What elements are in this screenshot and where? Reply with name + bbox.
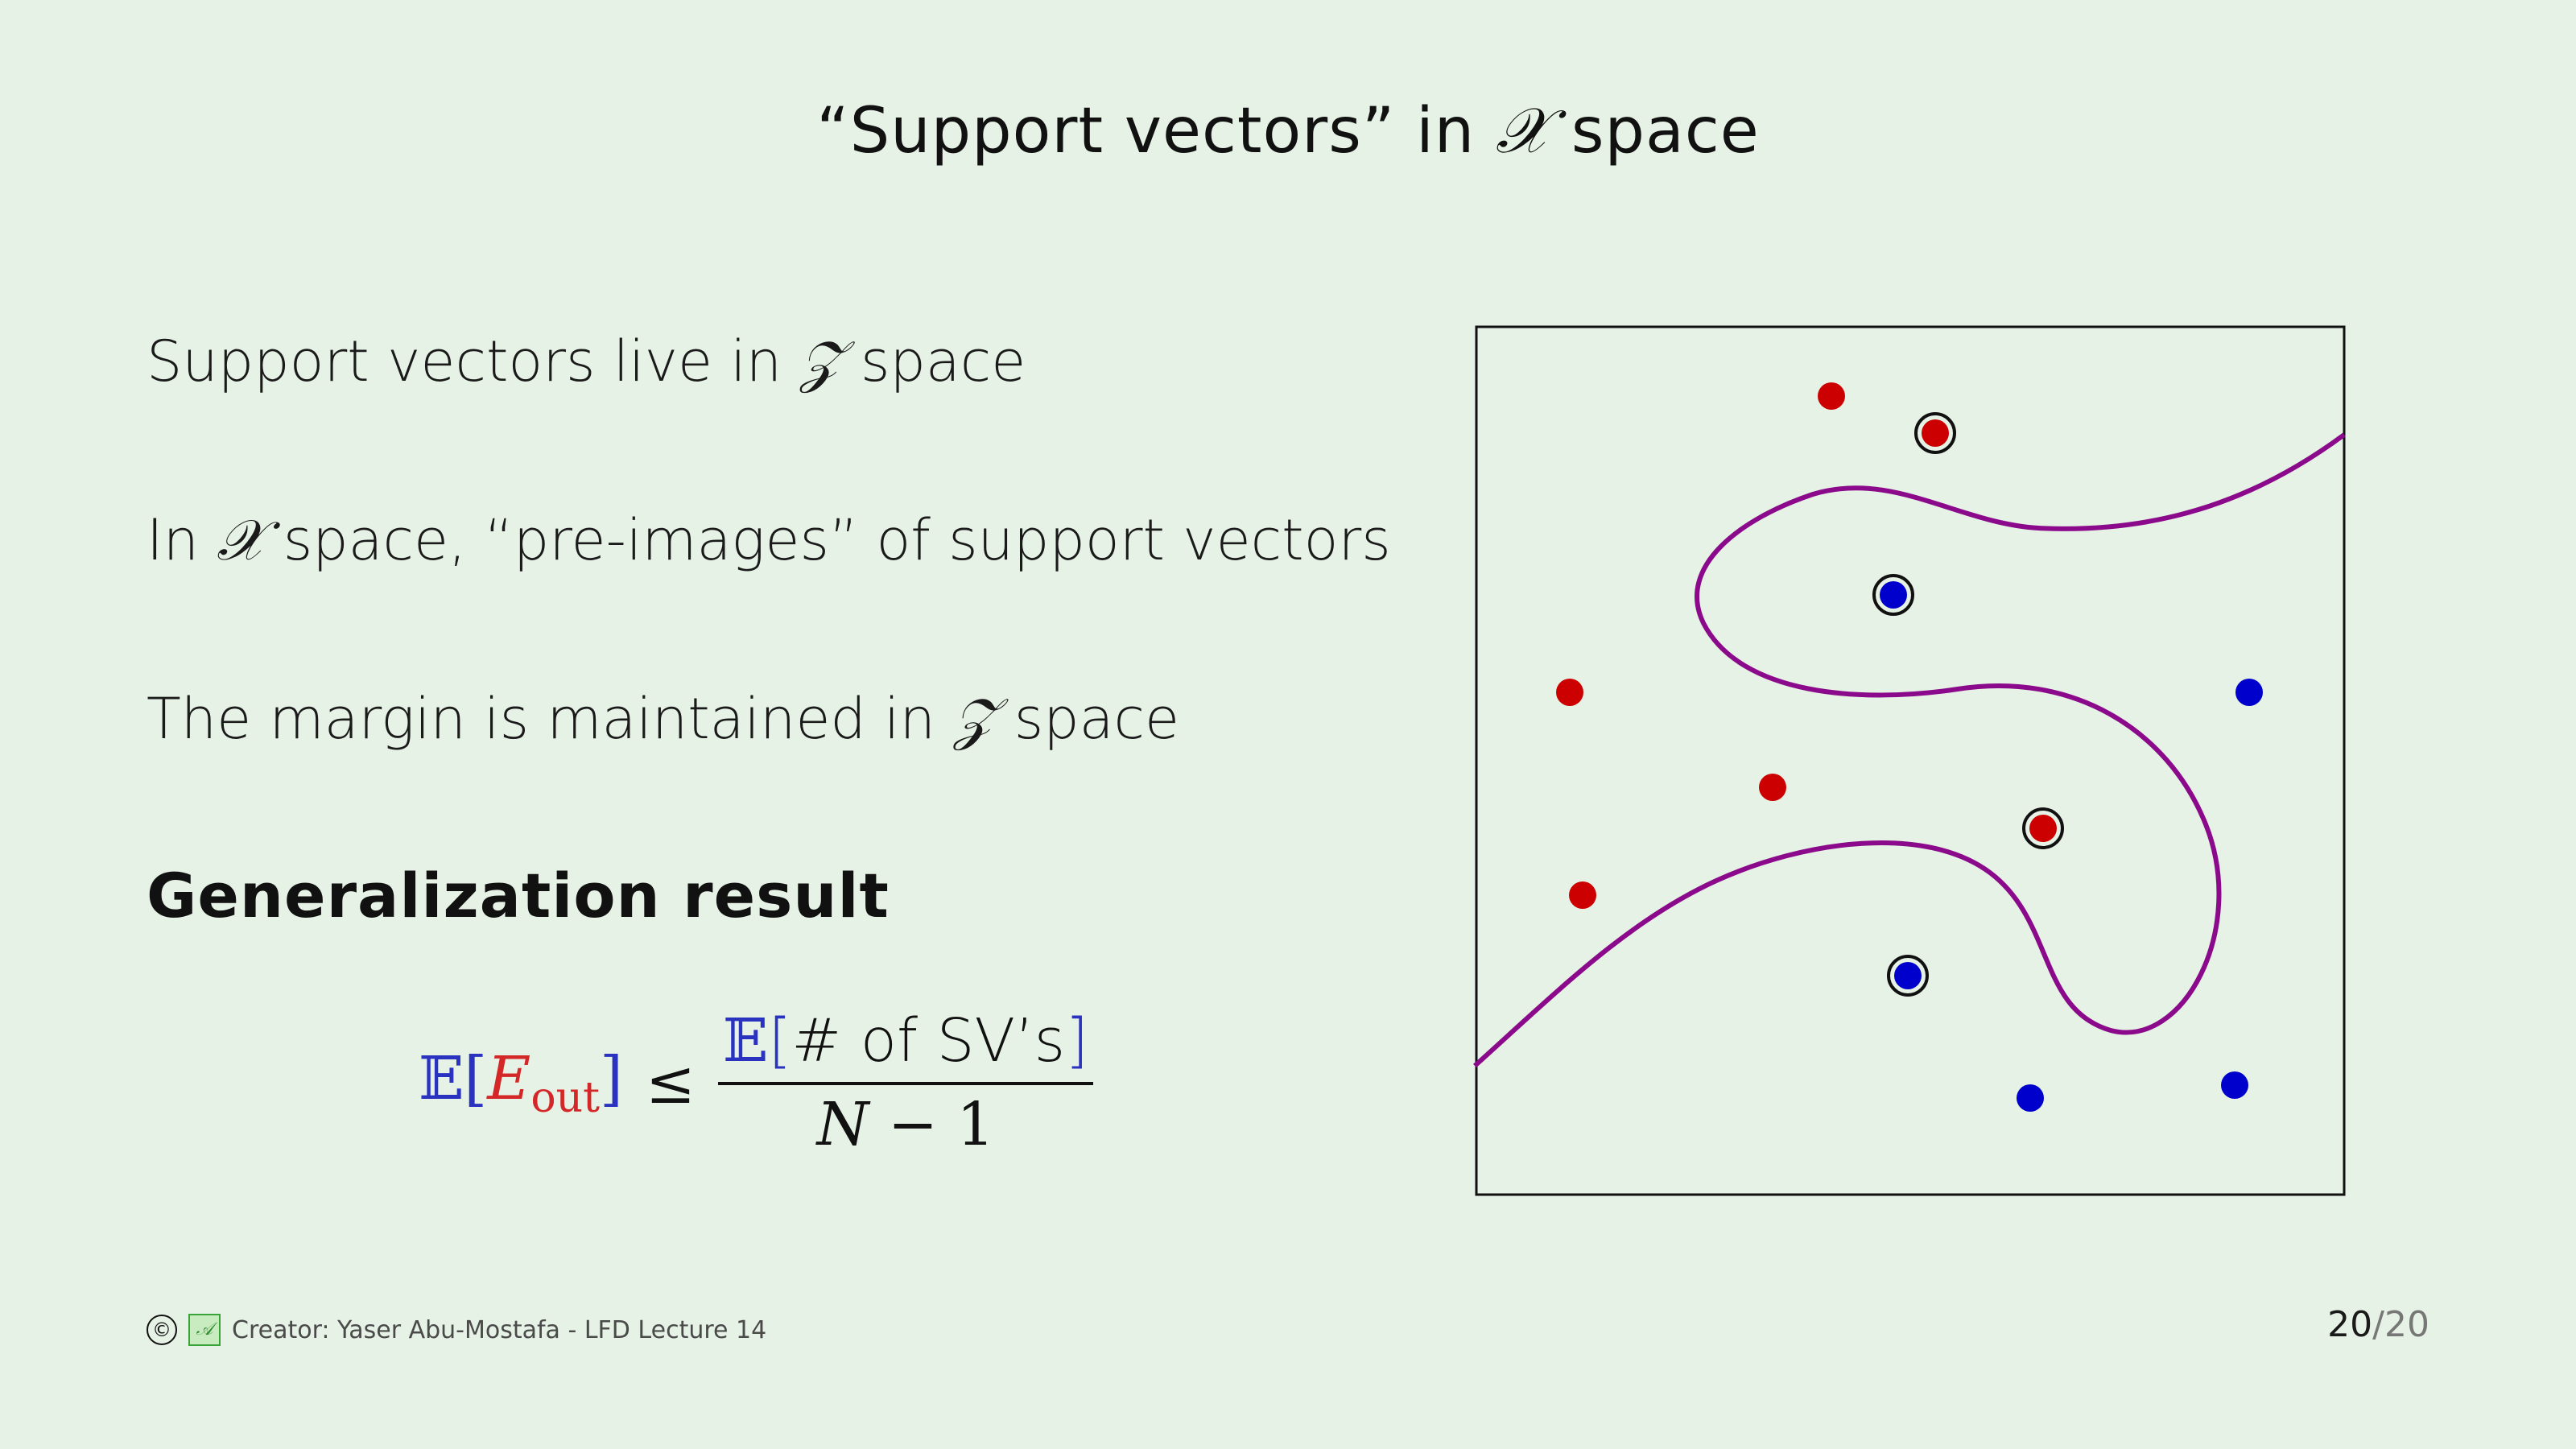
data-point-red — [1569, 881, 1596, 909]
bullet-3-prefix: The margin is maintained in — [147, 686, 935, 752]
lhs-open-bracket: [ — [464, 1043, 488, 1113]
generalization-formula: 𝔼 [ Eout ] ≤ 𝔼[# of SV’s] N − 1 — [419, 1006, 1094, 1159]
page-total: 20 — [2384, 1304, 2429, 1345]
slide-title: “Support vectors” in 𝒳 space — [0, 95, 2576, 168]
support-vector-blue — [1872, 574, 1914, 616]
data-point-red — [1818, 382, 1845, 410]
lhs-expectation: 𝔼 — [419, 1043, 464, 1113]
svm-figure — [1472, 325, 2346, 1196]
point-dot-red — [1569, 881, 1596, 909]
leq-symbol: ≤ — [645, 1048, 696, 1117]
decision-boundary-upper — [1472, 432, 2346, 1068]
bullet-2-suffix: space, “pre-images” of support vectors — [283, 507, 1391, 573]
bullet-3-suffix: space — [1013, 686, 1180, 752]
creator-text: Creator: Yaser Abu-Mostafa - LFD Lecture… — [232, 1315, 767, 1344]
bullet-1-prefix: Support vectors live in — [147, 328, 782, 394]
e-out-symbol: E — [487, 1043, 531, 1113]
figure-frame — [1475, 325, 2346, 1196]
point-dot-blue — [2235, 679, 2263, 706]
data-point-red — [1556, 679, 1583, 706]
data-point-blue — [2221, 1071, 2248, 1099]
data-point-blue — [2235, 679, 2263, 706]
support-vector-ring — [2022, 807, 2064, 849]
support-vector-blue — [1887, 955, 1929, 997]
bullet-2: In 𝒳 space, “pre-images” of support vect… — [147, 507, 1391, 574]
point-dot-red — [1922, 419, 1949, 447]
support-vector-red — [2022, 807, 2064, 849]
num-text: # of SV’s — [791, 1006, 1066, 1075]
point-dot-blue — [2017, 1084, 2044, 1112]
bullet-2-symbol: 𝒳 — [217, 507, 266, 573]
support-vector-ring — [1872, 574, 1914, 616]
bullet-1: Support vectors live in 𝒵 space — [147, 328, 1026, 395]
fraction: 𝔼[# of SV’s] N − 1 — [717, 1006, 1094, 1159]
lhs-close-bracket: ] — [600, 1043, 623, 1113]
bullet-2-prefix: In — [147, 507, 200, 573]
point-dot-red — [1759, 774, 1786, 801]
page-current: 20 — [2327, 1304, 2373, 1345]
den-rest: − 1 — [887, 1090, 995, 1159]
title-symbol: 𝒳 — [1495, 95, 1551, 167]
bullet-3-symbol: 𝒵 — [953, 686, 997, 752]
bullet-1-suffix: space — [861, 328, 1026, 394]
point-dot-red — [2029, 815, 2057, 842]
den-variable: N — [816, 1090, 869, 1159]
generalization-heading: Generalization result — [147, 860, 890, 931]
bullet-1-symbol: 𝒵 — [799, 328, 843, 394]
lhs-e-out: Eout — [487, 1044, 600, 1122]
point-dot-red — [1556, 679, 1583, 706]
data-point-red — [1759, 774, 1786, 801]
e-out-subscript: out — [530, 1073, 601, 1122]
point-dot-red — [1818, 382, 1845, 410]
bullet-3: The margin is maintained in 𝒵 space — [147, 686, 1179, 753]
page-separator: / — [2372, 1304, 2384, 1345]
fraction-numerator: 𝔼[# of SV’s] — [718, 1006, 1093, 1082]
formula-lhs: 𝔼 [ Eout ] — [419, 1044, 623, 1122]
support-vector-red — [1914, 412, 1956, 454]
page-number: 20/20 — [2327, 1304, 2429, 1345]
point-dot-blue — [1880, 581, 1907, 609]
num-expectation: 𝔼 — [722, 1006, 769, 1075]
support-vector-ring — [1914, 412, 1956, 454]
num-open-bracket: [ — [768, 1006, 792, 1075]
copyright-icon: © — [147, 1315, 177, 1345]
title-suffix: space — [1571, 95, 1760, 167]
point-dot-blue — [2221, 1071, 2248, 1099]
footer: © 𝒜 Creator: Yaser Abu-Mostafa - LFD Lec… — [147, 1314, 766, 1346]
aml-logo-icon: 𝒜 — [188, 1314, 221, 1346]
fraction-bar — [717, 1082, 1094, 1085]
data-point-blue — [2017, 1084, 2044, 1112]
num-close-bracket: ] — [1065, 1006, 1089, 1075]
point-dot-blue — [1894, 962, 1922, 989]
points-layer — [1556, 382, 2263, 1112]
title-prefix: “Support vectors” in — [816, 95, 1476, 167]
support-vector-ring — [1887, 955, 1929, 997]
fraction-denominator: N − 1 — [817, 1085, 995, 1159]
